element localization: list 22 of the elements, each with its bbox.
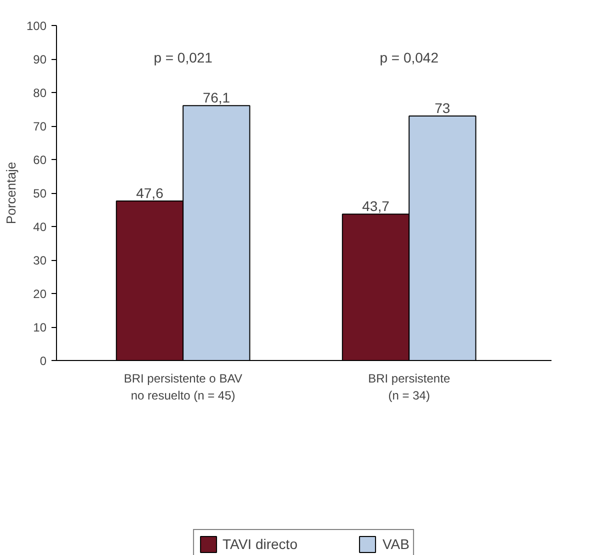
data-label: 73 <box>434 100 450 116</box>
y-tick-label: 90 <box>33 52 47 66</box>
y-tick-label: 0 <box>40 354 47 368</box>
y-tick-label: 80 <box>33 86 47 100</box>
data-label: 76,1 <box>202 90 230 106</box>
annotation: p = 0,042 <box>380 50 439 66</box>
y-tick-label: 20 <box>33 287 47 301</box>
annotation: p = 0,021 <box>154 50 213 66</box>
data-label: 43,7 <box>362 198 390 214</box>
y-tick-label: 30 <box>33 254 47 268</box>
x-tick-label: BRI persistente o BAV no resuelto (n = 45) <box>124 372 242 402</box>
y-tick-label: 50 <box>33 186 47 200</box>
legend-label: VAB <box>382 536 410 552</box>
y-tick-label: 60 <box>33 153 47 167</box>
legend-label: TAVI directo <box>222 536 298 552</box>
y-tick-label: 100 <box>26 19 47 33</box>
y-tick-label: 70 <box>33 120 47 134</box>
x-tick-label: BRI persistente (n = 34) <box>368 372 450 402</box>
y-tick-label: 10 <box>33 320 47 334</box>
y-tick-label: 40 <box>33 220 47 234</box>
data-label: 47,6 <box>136 185 164 202</box>
y-axis-title: Porcentaje <box>3 162 18 224</box>
